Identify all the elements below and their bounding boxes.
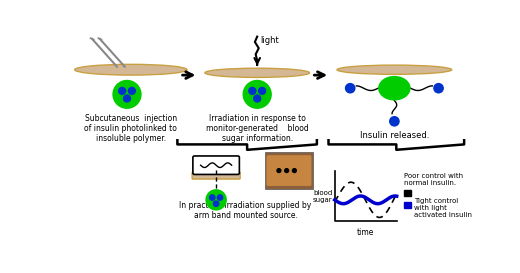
Circle shape [434, 84, 443, 93]
FancyBboxPatch shape [193, 156, 239, 174]
Text: blood
sugar: blood sugar [313, 190, 332, 203]
Text: light: light [261, 36, 279, 45]
Circle shape [277, 169, 281, 173]
Bar [405, 202, 411, 208]
Circle shape [285, 169, 289, 173]
Circle shape [210, 195, 215, 200]
Ellipse shape [378, 76, 411, 100]
Text: Irradiation in response to
monitor-generated    blood
sugar information.: Irradiation in response to monitor-gener… [206, 114, 308, 143]
Circle shape [346, 84, 355, 93]
Circle shape [258, 87, 266, 94]
Circle shape [119, 87, 126, 94]
Circle shape [206, 190, 226, 210]
Circle shape [254, 95, 261, 102]
Circle shape [213, 201, 219, 206]
Circle shape [243, 81, 271, 108]
FancyBboxPatch shape [192, 172, 240, 179]
Ellipse shape [75, 64, 187, 75]
Circle shape [124, 95, 131, 102]
Text: In practice, irradiation supplied by
arm band mounted source.: In practice, irradiation supplied by arm… [179, 201, 311, 220]
Text: Tight control
with light
activated insulin: Tight control with light activated insul… [414, 198, 472, 218]
Bar [405, 190, 411, 196]
Text: time: time [357, 228, 374, 237]
Circle shape [389, 117, 399, 126]
Text: Poor control with
normal insulin.: Poor control with normal insulin. [405, 173, 463, 186]
Text: Insulin released.: Insulin released. [360, 131, 429, 140]
Circle shape [249, 87, 256, 94]
Circle shape [128, 87, 135, 94]
Circle shape [113, 81, 141, 108]
FancyBboxPatch shape [267, 155, 311, 186]
FancyBboxPatch shape [265, 152, 313, 189]
Circle shape [292, 169, 296, 173]
Ellipse shape [337, 65, 452, 74]
Circle shape [217, 195, 223, 200]
Ellipse shape [205, 68, 309, 78]
Text: Subcutaneous  injection
of insulin photolinked to
insoluble polymer.: Subcutaneous injection of insulin photol… [84, 114, 177, 143]
